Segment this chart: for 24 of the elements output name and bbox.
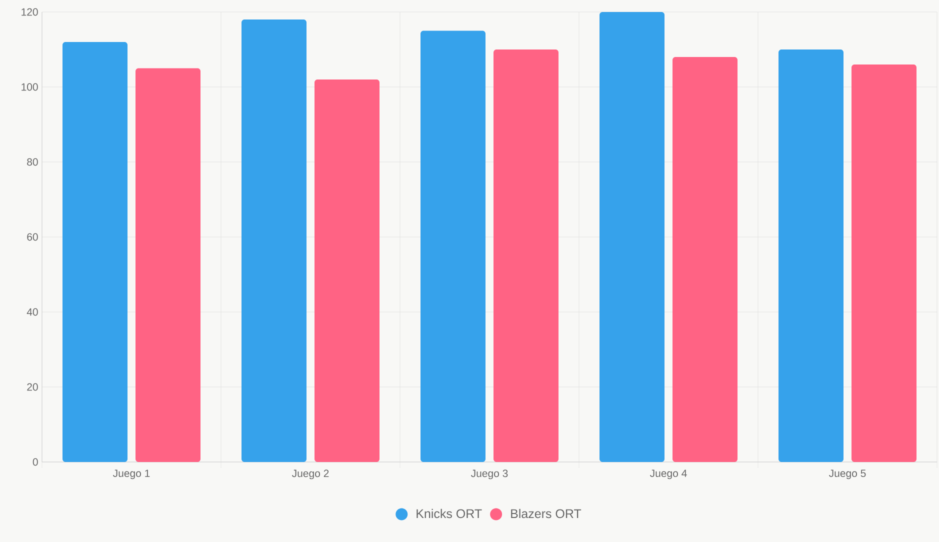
y-tick-label: 60: [27, 233, 38, 241]
legend-label: Knicks ORT: [416, 508, 482, 518]
bar: [852, 64, 917, 462]
y-tick-label: 0: [32, 458, 38, 466]
y-tick-label: 40: [26, 308, 38, 316]
y-tick-label: 20: [27, 383, 38, 391]
y-tick-label: 80: [27, 158, 38, 166]
bar: [242, 19, 307, 462]
x-tick-label: Juego 3: [471, 470, 508, 480]
bar: [672, 56, 738, 462]
x-tick-label: Juego 1: [113, 470, 150, 480]
x-tick-label: Juego 5: [829, 470, 866, 480]
bar: [494, 49, 559, 462]
bar: [600, 12, 665, 462]
y-tick-label: 120: [22, 8, 38, 16]
bar: [62, 42, 128, 462]
bar: [778, 49, 844, 462]
legend-label: Blazers ORT: [511, 508, 582, 518]
x-tick-label: Juego 4: [650, 470, 687, 480]
y-tick-label: 100: [22, 83, 38, 91]
bar: [314, 79, 380, 462]
bar: [136, 68, 201, 462]
bar: [420, 30, 486, 462]
x-tick-label: Juego 2: [292, 470, 329, 480]
